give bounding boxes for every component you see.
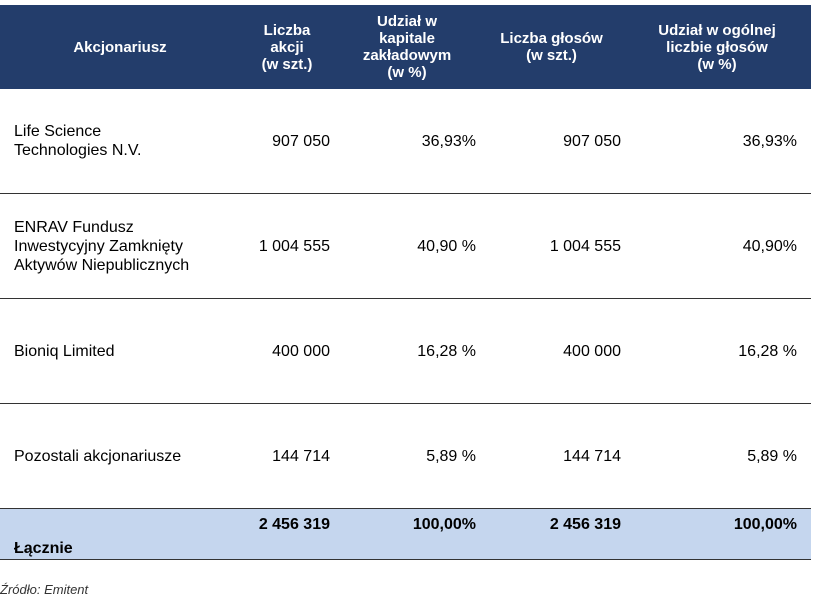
total-vote-count: 2 456 319 — [480, 508, 623, 560]
capital-share: 40,90 % — [334, 193, 480, 299]
total-row: Łącznie 2 456 319 100,00% 2 456 319 100,… — [0, 508, 811, 560]
vote-count: 907 050 — [480, 89, 623, 194]
total-vote-share: 100,00% — [623, 508, 811, 560]
vote-share: 5,89 % — [623, 403, 811, 509]
header-vote-share: Udział w ogólnej liczbie głosów (w %) — [623, 5, 811, 89]
shareholder-table: Akcjonariusz Liczba akcji (w szt.) Udzia… — [0, 5, 811, 560]
table-row: Bioniq Limited 400 000 16,28 % 400 000 1… — [0, 298, 811, 404]
table-row: Life Science Technologies N.V. 907 050 3… — [0, 89, 811, 194]
total-capital-share: 100,00% — [334, 508, 480, 560]
share-count: 1 004 555 — [240, 193, 334, 299]
capital-share: 5,89 % — [334, 403, 480, 509]
share-count: 400 000 — [240, 298, 334, 404]
source-note: Źródło: Emitent — [0, 582, 89, 597]
capital-share: 36,93% — [334, 89, 480, 194]
shareholder-name: Life Science Technologies N.V. — [0, 89, 240, 194]
table-row: Pozostali akcjonariusze 144 714 5,89 % 1… — [0, 403, 811, 509]
shareholder-name: ENRAV Fundusz Inwestycyjny Zamknięty Akt… — [0, 193, 240, 299]
table-header-row: Akcjonariusz Liczba akcji (w szt.) Udzia… — [0, 5, 811, 89]
vote-count: 144 714 — [480, 403, 623, 509]
vote-share: 40,90% — [623, 193, 811, 299]
header-share-count: Liczba akcji (w szt.) — [240, 5, 334, 89]
vote-share: 36,93% — [623, 89, 811, 194]
header-vote-count: Liczba głosów (w szt.) — [480, 5, 623, 89]
vote-count: 1 004 555 — [480, 193, 623, 299]
shareholder-name: Pozostali akcjonariusze — [0, 403, 240, 509]
total-share-count: 2 456 319 — [240, 508, 334, 560]
vote-count: 400 000 — [480, 298, 623, 404]
shareholder-table-container: Akcjonariusz Liczba akcji (w szt.) Udzia… — [0, 5, 811, 560]
header-shareholder: Akcjonariusz — [0, 5, 240, 89]
header-capital-share: Udział w kapitale zakładowym (w %) — [334, 5, 480, 89]
vote-share: 16,28 % — [623, 298, 811, 404]
table-row: ENRAV Fundusz Inwestycyjny Zamknięty Akt… — [0, 193, 811, 299]
share-count: 907 050 — [240, 89, 334, 194]
total-label: Łącznie — [0, 508, 240, 560]
share-count: 144 714 — [240, 403, 334, 509]
shareholder-name: Bioniq Limited — [0, 298, 240, 404]
capital-share: 16,28 % — [334, 298, 480, 404]
